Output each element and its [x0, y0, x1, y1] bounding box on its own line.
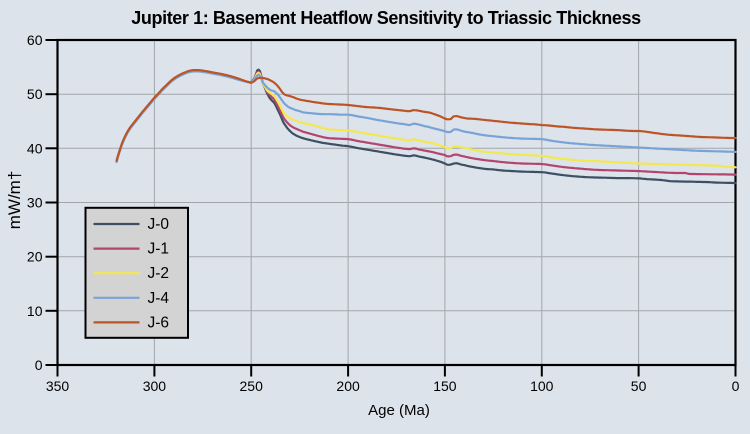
svg-text:J-2: J-2 — [148, 265, 170, 282]
svg-text:Age (Ma): Age (Ma) — [368, 402, 430, 419]
svg-text:J-0: J-0 — [148, 216, 170, 233]
svg-text:mW/m†: mW/m† — [5, 171, 24, 230]
svg-text:Jupiter 1: Basement Heatflow S: Jupiter 1: Basement Heatflow Sensitivity… — [131, 8, 641, 28]
svg-text:300: 300 — [143, 378, 167, 394]
svg-text:50: 50 — [27, 86, 43, 102]
svg-text:0: 0 — [732, 378, 740, 394]
svg-text:10: 10 — [27, 303, 43, 319]
svg-text:200: 200 — [336, 378, 360, 394]
svg-text:30: 30 — [27, 195, 43, 211]
svg-text:150: 150 — [433, 378, 457, 394]
svg-text:0: 0 — [35, 357, 43, 373]
svg-text:50: 50 — [631, 378, 647, 394]
svg-text:350: 350 — [46, 378, 70, 394]
svg-text:60: 60 — [27, 32, 43, 48]
svg-text:250: 250 — [240, 378, 264, 394]
svg-text:J-4: J-4 — [148, 290, 170, 307]
svg-text:20: 20 — [27, 249, 43, 265]
svg-text:100: 100 — [530, 378, 554, 394]
svg-text:J-6: J-6 — [148, 314, 170, 331]
svg-text:J-1: J-1 — [148, 241, 170, 258]
svg-text:40: 40 — [27, 140, 43, 156]
